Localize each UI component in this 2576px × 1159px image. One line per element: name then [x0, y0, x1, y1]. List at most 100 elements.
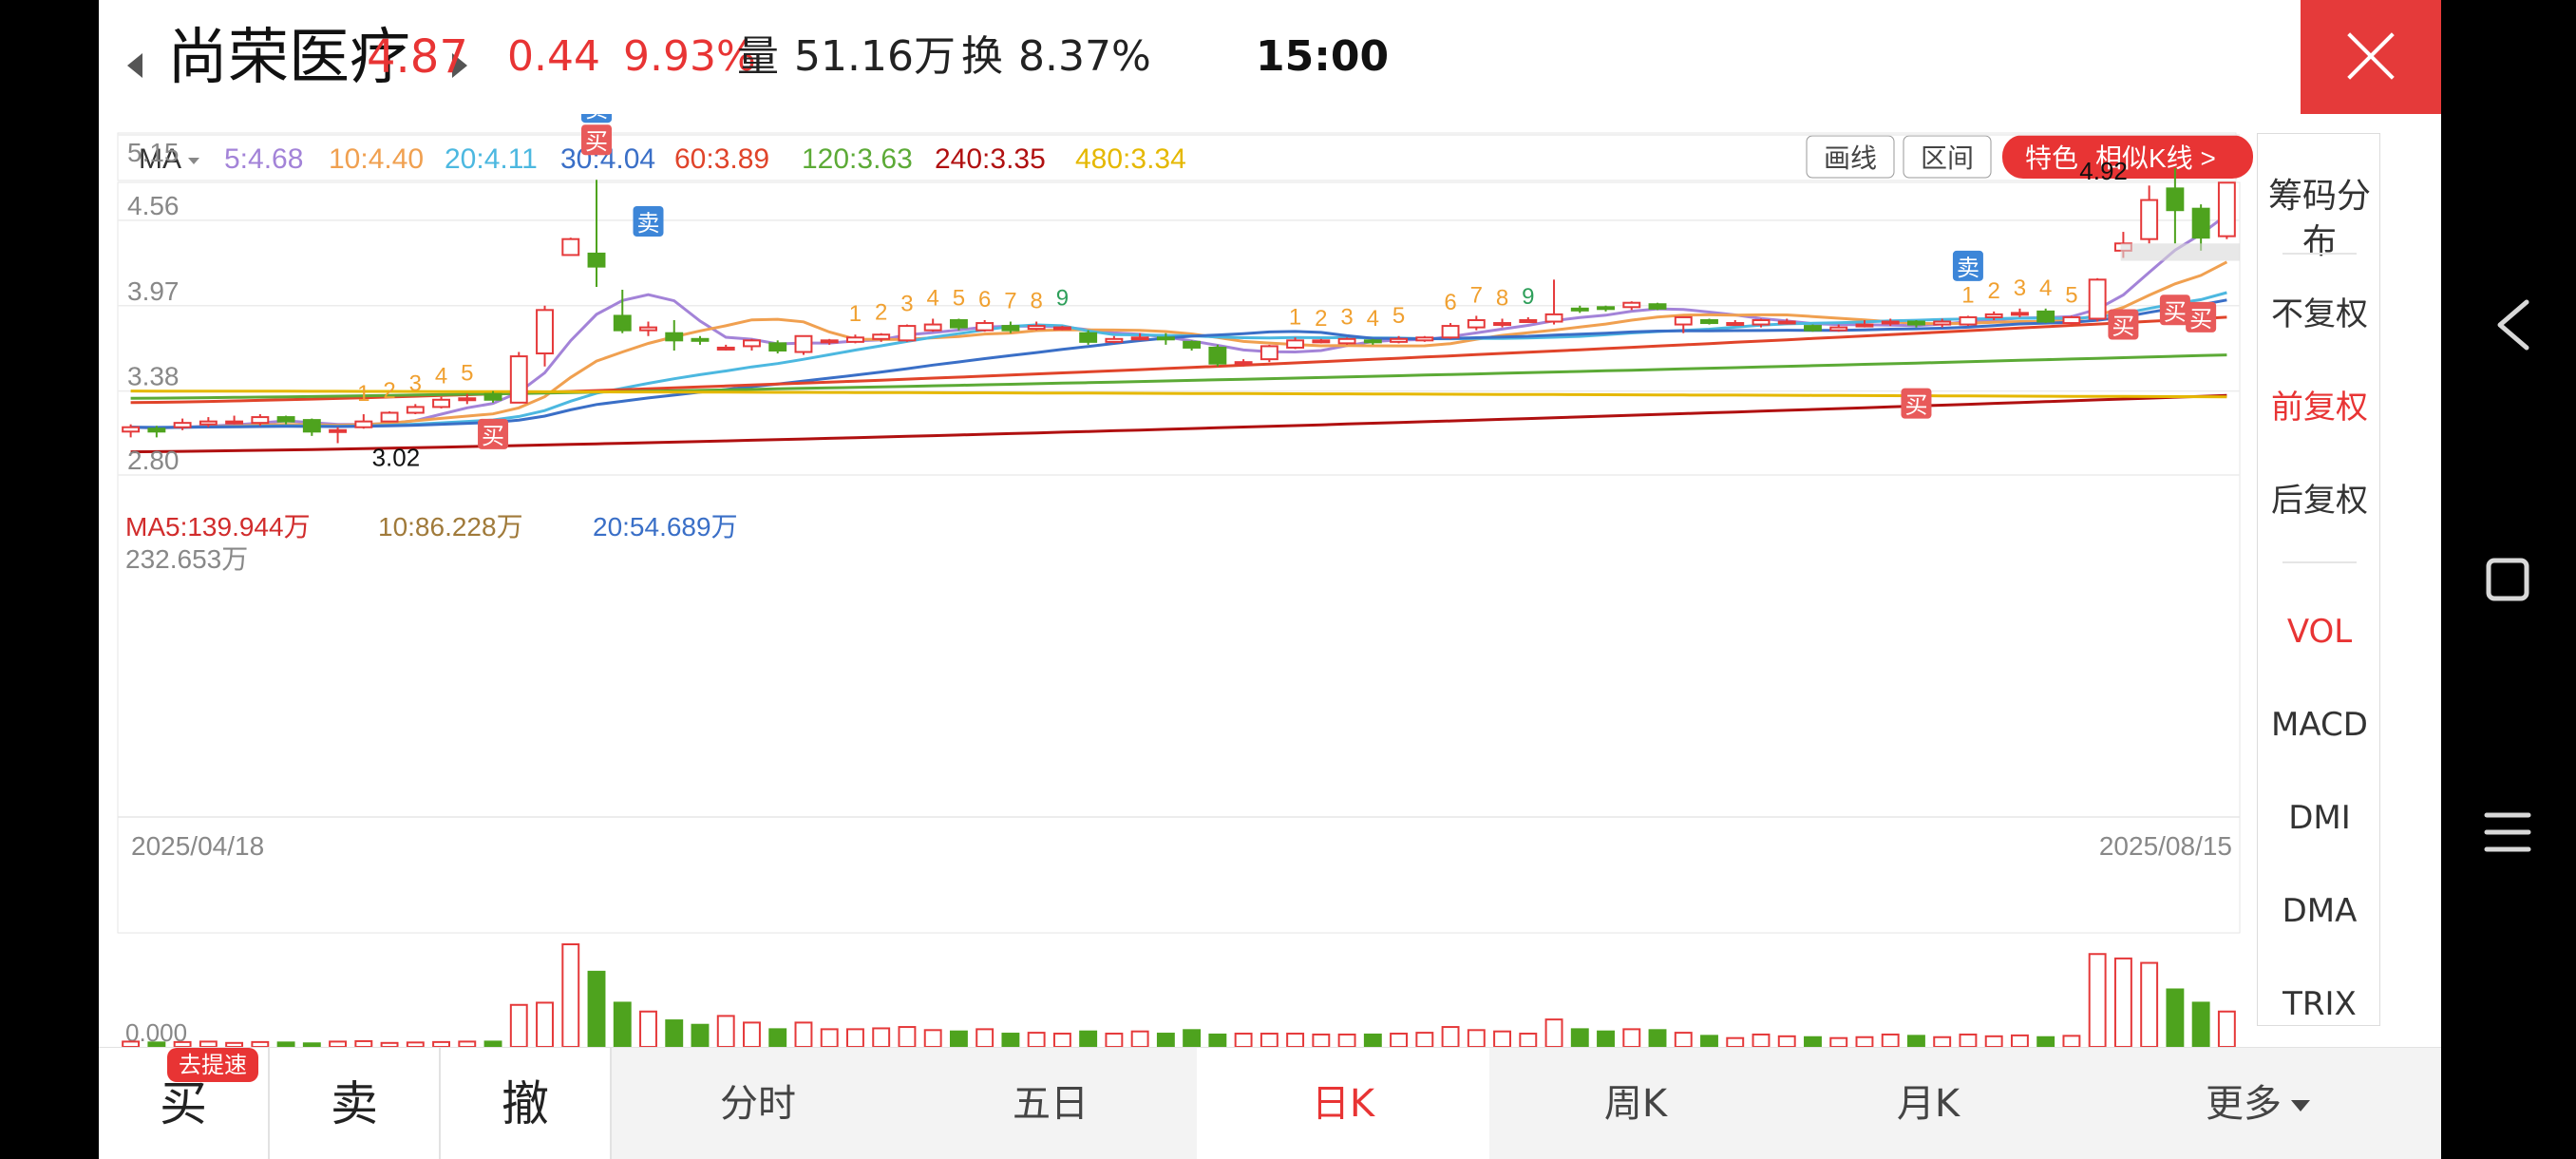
candle [768, 340, 787, 354]
svg-text:卖: 卖 [585, 114, 608, 123]
volume-bar [1544, 1018, 1563, 1047]
candle [2217, 181, 2236, 239]
candle [2166, 168, 2185, 244]
similar-kline-button[interactable] [2002, 135, 2253, 179]
volume-bar [1804, 1036, 1822, 1047]
kline-chart[interactable]: MA 5:4.68 10:4.40 20:4.11 30:4.04 60:3.89 120:… [99, 114, 2255, 1047]
volume-bar [2036, 1036, 2055, 1047]
buy-signal-marker[interactable] [1901, 388, 1932, 419]
volume-bar [2113, 957, 2132, 1047]
side-item-macd[interactable]: MACD [2271, 706, 2368, 744]
buy-signal-marker[interactable] [2108, 309, 2139, 340]
buy-signal-marker[interactable] [478, 418, 509, 449]
volume-bar [1570, 1028, 1589, 1047]
sell-button[interactable]: 卖 [270, 1048, 441, 1159]
candle [1804, 324, 1822, 332]
candle [1622, 301, 1641, 311]
home-icon[interactable] [2486, 558, 2529, 601]
tab-weekly-k[interactable]: 周K [1489, 1048, 1782, 1159]
candle [536, 305, 554, 367]
volume-bar [199, 1040, 218, 1047]
volume-bar [1648, 1029, 1667, 1047]
volume-bar [483, 1040, 502, 1047]
candle [2036, 308, 2055, 324]
side-item-dmi[interactable]: DMI [2288, 799, 2351, 837]
candle [1726, 319, 1745, 327]
close-button[interactable] [2301, 0, 2441, 114]
speedup-badge[interactable]: 去提速 [167, 1048, 258, 1082]
buy-signal-marker[interactable] [2159, 294, 2190, 326]
side-item-no-adjust[interactable]: 不复权 [2271, 295, 2368, 333]
candle [1415, 335, 1434, 342]
draw-line-button[interactable] [1806, 135, 1895, 179]
volume-bar [975, 1028, 994, 1047]
volume-bar [1363, 1033, 1382, 1047]
ma-value-2: 20:4.11 [445, 143, 538, 175]
side-panel: 筹码分布 不复权 前复权 后复权 VOL MACD DMI DMA TRIX [2257, 133, 2380, 1026]
ma-value-1: 10:4.40 [329, 143, 424, 175]
volume-bar [1441, 1026, 1460, 1047]
candle [1493, 318, 1511, 328]
range-label: 区间 [1921, 143, 1974, 173]
tab-five-day[interactable]: 五日 [904, 1048, 1197, 1159]
sell-signal-marker[interactable] [581, 114, 613, 124]
volume-max-label: 232.653万 [125, 544, 248, 574]
volume-bar [794, 1021, 813, 1047]
candle [2140, 185, 2159, 244]
sequence-number: 2 [383, 378, 395, 404]
volume-bar [251, 1040, 270, 1047]
prev-stock-arrow-icon[interactable] [127, 53, 142, 78]
tab-more[interactable]: 更多 [2074, 1048, 2441, 1159]
side-item-dma[interactable]: DMA [2282, 892, 2358, 930]
volume-bar [1001, 1033, 1020, 1047]
price-change-pct: 9.93% [623, 32, 756, 81]
ma480-line [130, 390, 2227, 399]
turnover-label: 换 [961, 32, 1003, 81]
ma-value-0: 5:4.68 [224, 143, 303, 175]
sequence-number: 2 [1988, 278, 2000, 304]
ma-selector[interactable]: MA [139, 143, 181, 175]
price-grid [117, 134, 2241, 934]
tab-monthly-k[interactable]: 月K [1782, 1048, 2074, 1159]
volume-bar [1984, 1035, 2003, 1047]
tab-intraday[interactable]: 分时 [612, 1048, 904, 1159]
candle [483, 390, 502, 403]
dropdown-arrow-icon [2291, 1100, 2310, 1112]
side-item-vol[interactable]: VOL [2286, 613, 2353, 651]
sequence-number: 4 [435, 364, 447, 390]
volume-bar [613, 1001, 632, 1047]
volume-bar [1415, 1032, 1434, 1047]
svg-text:买: 买 [482, 424, 504, 449]
tab-daily-k[interactable]: 日K [1197, 1048, 1489, 1159]
side-item-backward-adjust[interactable]: 后复权 [2271, 482, 2368, 520]
candle [1984, 311, 2003, 320]
recent-apps-icon[interactable] [2484, 812, 2531, 852]
sequence-number: 4 [927, 285, 939, 311]
sell-signal-marker[interactable] [633, 206, 664, 238]
candle [949, 318, 968, 331]
volume-bar [122, 1040, 141, 1047]
sequence-number: 5 [953, 285, 965, 311]
sell-signal-marker[interactable] [1952, 250, 1983, 281]
volume-bar [354, 1039, 373, 1047]
buy-signal-marker[interactable] [581, 124, 613, 156]
sequence-number: 7 [1004, 289, 1016, 314]
side-item-chip-distribution[interactable]: 筹码分布 [2267, 177, 2371, 261]
candle [2088, 277, 2107, 322]
range-button[interactable] [1903, 135, 1992, 179]
sequence-number: 1 [1961, 282, 1974, 308]
ma-value-7: 480:3.34 [1075, 143, 1186, 175]
volume-bar [1156, 1033, 1175, 1047]
buy-signal-marker[interactable] [2186, 301, 2217, 332]
buy-button[interactable]: 买 [99, 1048, 270, 1159]
back-icon[interactable] [2497, 299, 2529, 351]
candle [872, 332, 891, 342]
side-item-trix[interactable]: TRIX [2282, 985, 2357, 1023]
candle [1570, 305, 1589, 314]
volume-bar [1597, 1030, 1615, 1047]
volume-bar [1234, 1033, 1253, 1047]
volume-label: 量 [737, 32, 779, 81]
next-stock-arrow-icon[interactable] [452, 53, 467, 78]
cancel-button[interactable]: 撤 [441, 1048, 612, 1159]
side-item-forward-adjust[interactable]: 前复权 [2271, 389, 2368, 427]
